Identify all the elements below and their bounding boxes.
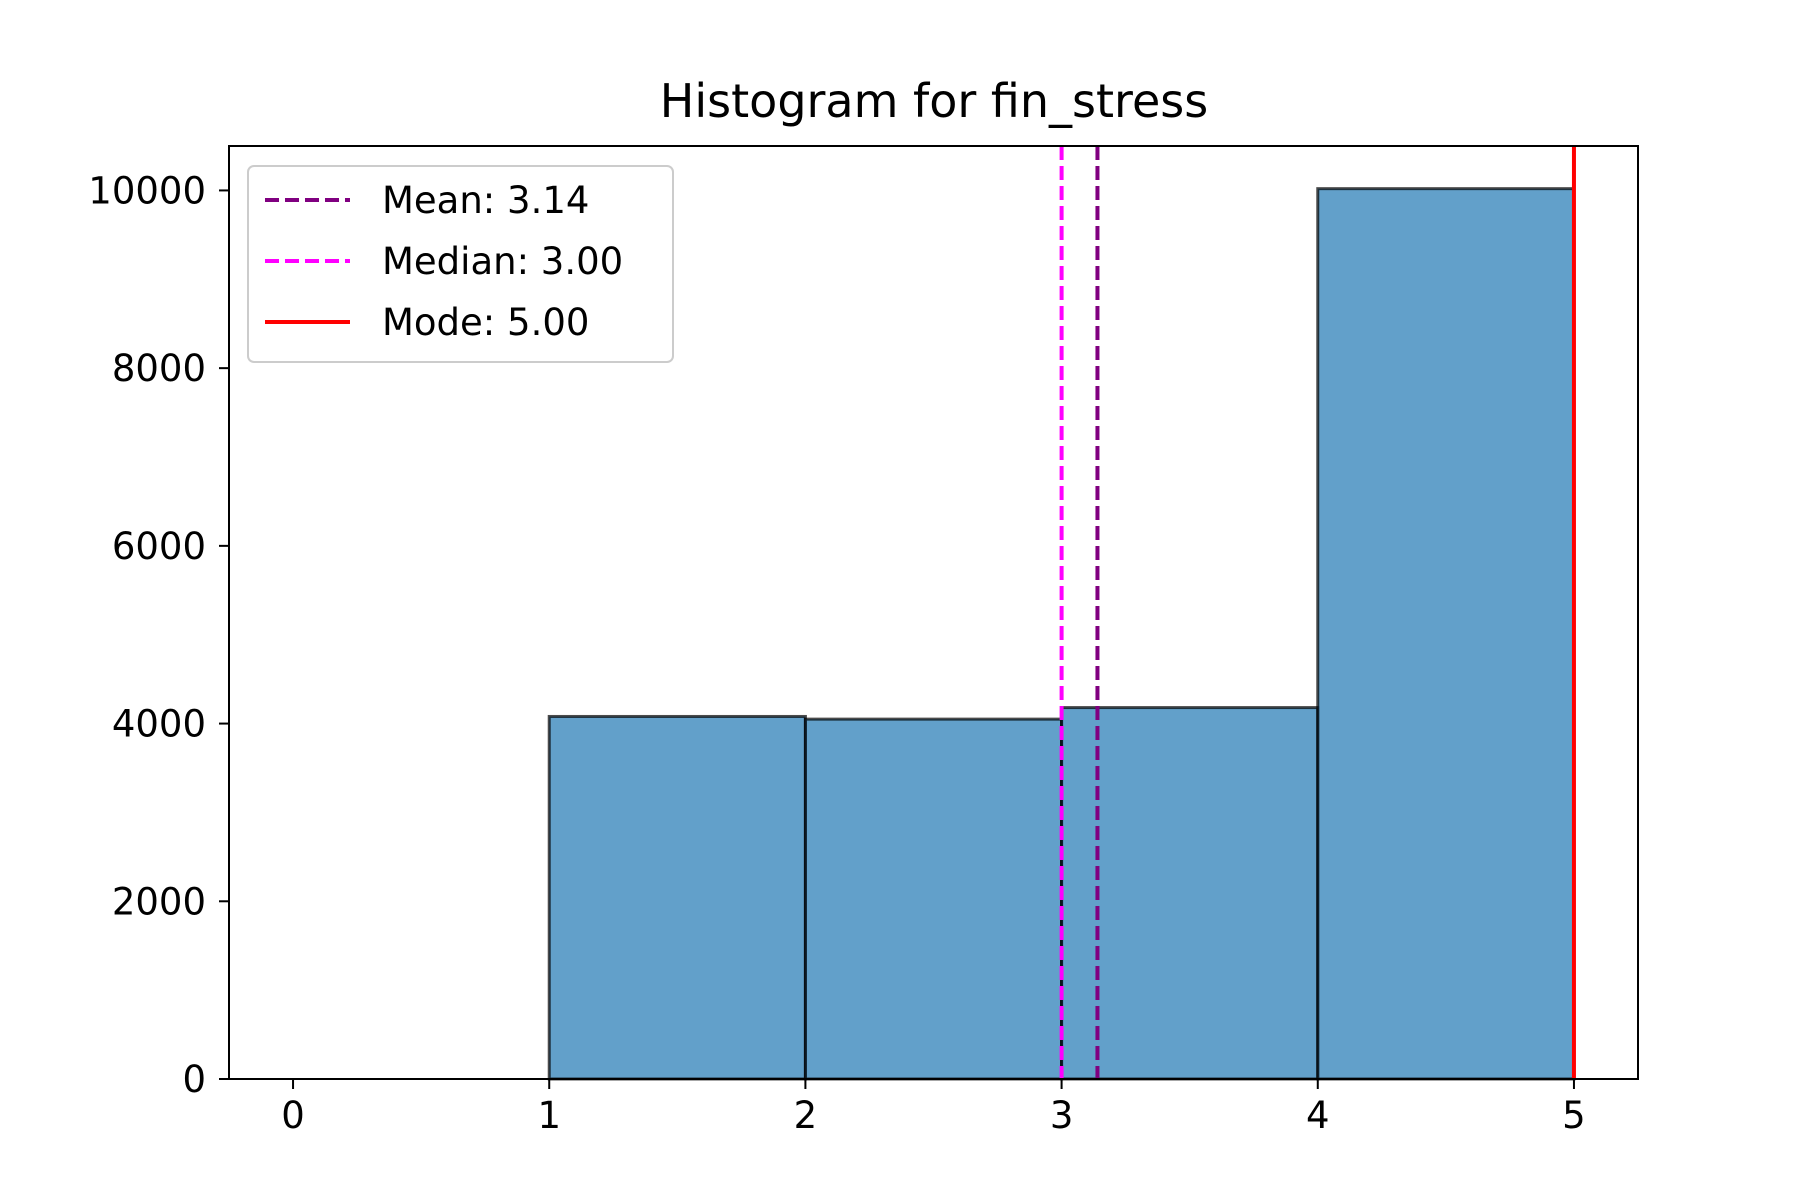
histogram-bar-1: [547, 714, 807, 1081]
legend-box: [247, 165, 674, 363]
x-tick-label: 1: [537, 1094, 561, 1137]
x-tick-label: 0: [281, 1094, 305, 1137]
histogram-bar-3: [1060, 706, 1320, 1081]
legend-label: Mode: 5.00: [382, 301, 589, 344]
x-tick-label: 3: [1050, 1094, 1074, 1137]
y-tick-label: 6000: [112, 525, 206, 568]
plot-frame: [228, 145, 1639, 1080]
y-tick-label: 0: [182, 1058, 206, 1101]
x-tick-label: 5: [1562, 1094, 1586, 1137]
y-tick-label: 2000: [112, 880, 206, 923]
y-axis: 0 2000 4000 6000 8000 10000: [88, 169, 229, 1101]
legend: Mean: 3.14 Median: 3.00 Mode: 5.00: [247, 165, 674, 363]
histogram-bar-4: [1316, 187, 1576, 1081]
histogram-bars: [547, 187, 1576, 1081]
reference-lines: [1059, 146, 1576, 1079]
y-tick-label: 8000: [112, 347, 206, 390]
histogram-bar-2: [803, 717, 1064, 1081]
chart-title: Histogram for fin_stress: [660, 74, 1208, 128]
x-tick-label: 2: [794, 1094, 818, 1137]
legend-label: Mean: 3.14: [382, 179, 589, 222]
y-tick-label: 10000: [88, 169, 206, 212]
x-axis: 0 1 2 3 4 5: [281, 1079, 1586, 1137]
legend-label: Median: 3.00: [382, 240, 623, 283]
y-tick-label: 4000: [112, 703, 206, 746]
x-tick-label: 4: [1306, 1094, 1330, 1137]
